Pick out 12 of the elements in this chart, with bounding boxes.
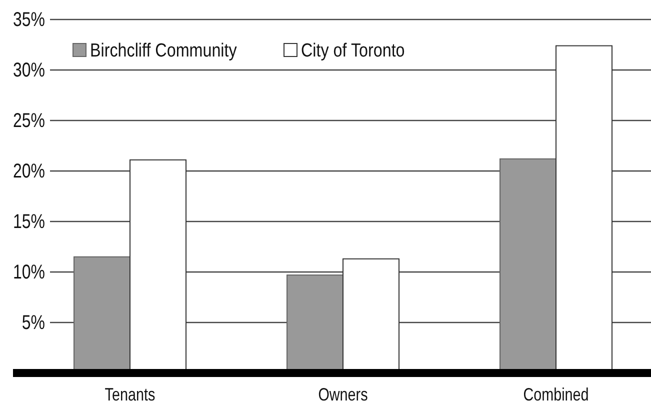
- x-tick-label: Tenants: [104, 385, 156, 405]
- y-tick-label: 15%: [12, 210, 45, 233]
- x-tick-label: Combined: [523, 385, 589, 405]
- legend-label: Birchcliff Community: [90, 39, 237, 61]
- x-tick-label: Owners: [318, 385, 368, 405]
- y-tick-label: 20%: [12, 160, 45, 182]
- y-tick-label: 30%: [12, 58, 45, 82]
- y-tick-label: 10%: [12, 260, 45, 284]
- y-tick-label: 25%: [12, 109, 45, 132]
- legend-label: City of Toronto: [301, 39, 405, 61]
- y-tick-label: 35%: [12, 8, 45, 31]
- y-tick-label: 5%: [22, 311, 45, 334]
